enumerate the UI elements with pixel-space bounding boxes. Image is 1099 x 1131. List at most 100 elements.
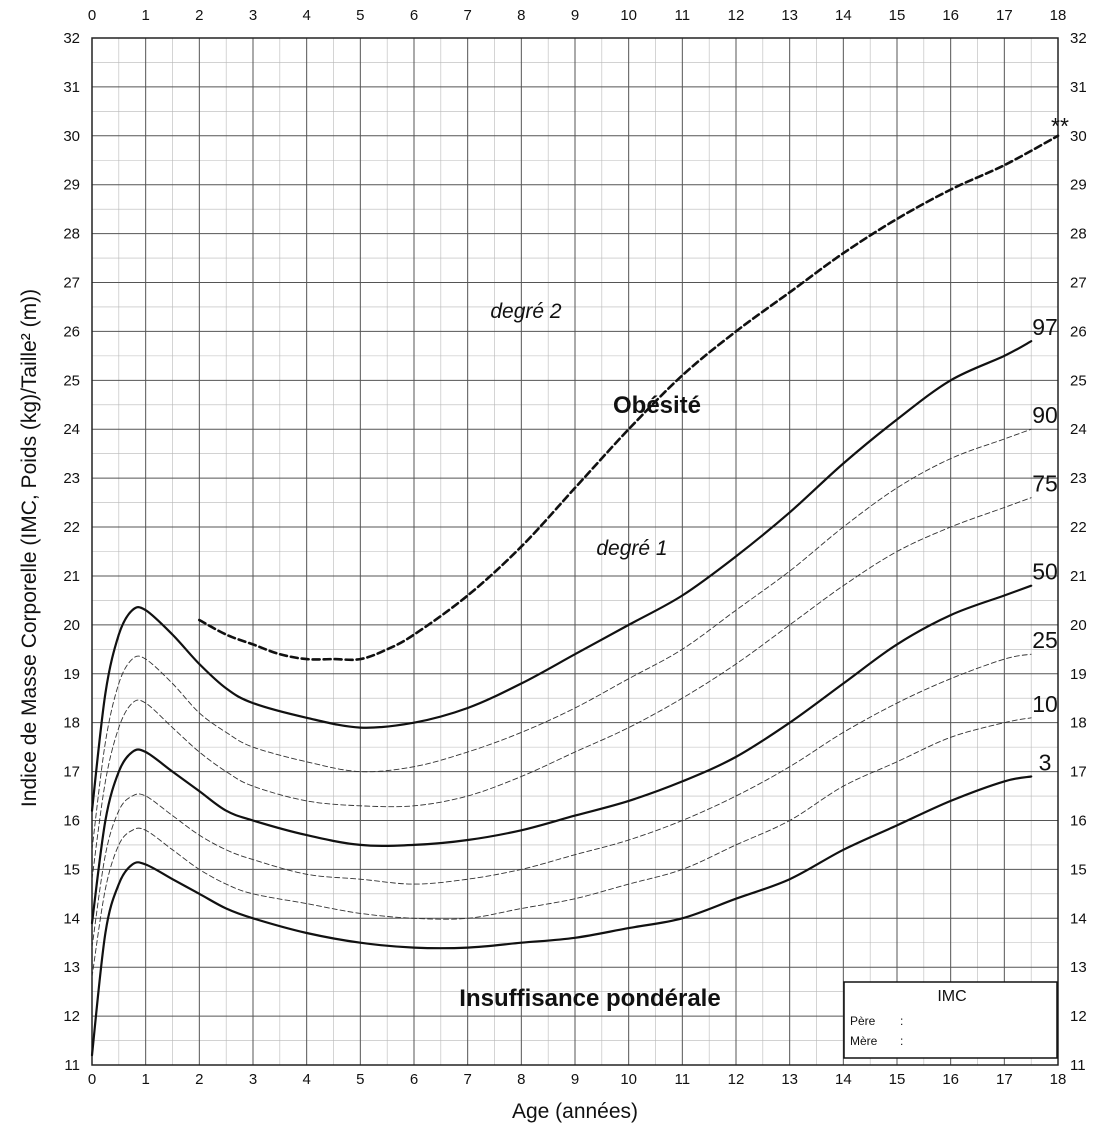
- x-tick-label-bottom: 2: [195, 1071, 203, 1088]
- y-tick-label-left: 27: [63, 275, 80, 292]
- x-tick-label-bottom: 0: [88, 1071, 96, 1088]
- annotation-degree-2: degré 2: [490, 300, 562, 323]
- y-tick-label-left: 13: [63, 959, 80, 976]
- y-tick-label-right: 29: [1070, 177, 1087, 194]
- y-tick-label-right: 13: [1070, 959, 1087, 976]
- x-tick-label-bottom: 16: [942, 1071, 959, 1088]
- y-tick-label-left: 26: [63, 323, 80, 340]
- x-tick-label-bottom: 14: [835, 1071, 852, 1088]
- x-tick-label-top: 5: [356, 7, 364, 24]
- x-tick-label-top: 15: [889, 7, 906, 24]
- curve-p97: [90, 340, 1033, 812]
- x-tick-label-top: 17: [996, 7, 1013, 24]
- legend-row-mother-sep: :: [900, 1034, 903, 1048]
- y-tick-label-right: 14: [1070, 910, 1087, 927]
- curve-label-25: 25: [1032, 627, 1058, 653]
- y-tick-label-left: 15: [63, 861, 80, 878]
- y-tick-label-right: 26: [1070, 323, 1087, 340]
- curve-p25: [91, 653, 1032, 949]
- annotation-asterisks: **: [1051, 113, 1069, 139]
- x-tick-label-top: 4: [302, 7, 310, 24]
- y-tick-label-left: 22: [63, 519, 80, 536]
- x-tick-label-bottom: 8: [517, 1071, 525, 1088]
- x-tick-label-top: 18: [1050, 7, 1067, 24]
- curve-label-50: 50: [1032, 559, 1058, 585]
- x-tick-label-bottom: 6: [410, 1071, 418, 1088]
- y-tick-label-right: 17: [1070, 764, 1087, 781]
- y-tick-label-left: 20: [63, 617, 80, 634]
- y-tick-label-right: 31: [1070, 79, 1087, 96]
- y-tick-label-right: 24: [1070, 421, 1087, 438]
- x-tick-label-top: 10: [620, 7, 637, 24]
- curve-pcutcut: [198, 134, 1060, 662]
- annotation-degree-1: degré 1: [596, 537, 667, 560]
- x-tick-label-bottom: 9: [571, 1071, 579, 1088]
- x-tick-label-bottom: 3: [249, 1071, 257, 1088]
- y-tick-label-right: 20: [1070, 617, 1087, 634]
- x-tick-label-top: 0: [88, 7, 96, 24]
- x-tick-label-bottom: 5: [356, 1071, 364, 1088]
- x-tick-label-top: 16: [942, 7, 959, 24]
- annotation-underweight: Insuffisance pondérale: [459, 985, 720, 1012]
- y-tick-label-right: 27: [1070, 275, 1087, 292]
- x-tick-label-top: 2: [195, 7, 203, 24]
- curve-p3: [90, 775, 1033, 1057]
- y-tick-label-right: 15: [1070, 861, 1087, 878]
- y-tick-label-left: 32: [63, 30, 80, 47]
- y-tick-label-right: 32: [1070, 30, 1087, 47]
- y-tick-label-right: 28: [1070, 226, 1087, 243]
- y-tick-label-left: 18: [63, 715, 80, 732]
- y-tick-label-left: 24: [63, 421, 80, 438]
- curve-labels: 97 90 75 50 25 10 3: [1032, 314, 1058, 775]
- y-tick-label-left: 31: [63, 79, 80, 96]
- y-tick-label-right: 23: [1070, 470, 1087, 487]
- curve-p90: [91, 428, 1032, 851]
- y-tick-label-left: 23: [63, 470, 80, 487]
- y-tick-label-right: 12: [1070, 1008, 1087, 1025]
- curve-label-90: 90: [1032, 402, 1058, 428]
- annotation-obesity: Obésité: [613, 392, 701, 419]
- y-tick-label-left: 28: [63, 226, 80, 243]
- x-tick-label-top: 14: [835, 7, 852, 24]
- curve-label-75: 75: [1032, 471, 1058, 497]
- y-tick-label-left: 16: [63, 812, 80, 829]
- y-tick-label-right: 30: [1070, 128, 1087, 145]
- imc-legend-box: IMC Père : Mère :: [843, 981, 1058, 1059]
- y-tick-label-right: 21: [1070, 568, 1087, 585]
- grid-major: [91, 37, 1059, 1066]
- x-tick-label-top: 11: [675, 7, 691, 24]
- y-tick-label-left: 17: [63, 764, 80, 781]
- y-tick-label-left: 30: [63, 128, 80, 145]
- legend-row-mother: Mère: [850, 1034, 878, 1048]
- x-tick-label-bottom: 13: [781, 1071, 798, 1088]
- x-tick-label-bottom: 10: [620, 1071, 637, 1088]
- curve-label-97: 97: [1032, 314, 1058, 340]
- x-axis-label: Age (années): [512, 1100, 638, 1123]
- x-tick-label-bottom: 4: [302, 1071, 310, 1088]
- x-tick-label-top: 3: [249, 7, 257, 24]
- x-tick-label-bottom: 11: [675, 1071, 691, 1088]
- x-tick-label-top: 12: [728, 7, 745, 24]
- y-tick-label-right: 19: [1070, 666, 1087, 683]
- legend-row-father-sep: :: [900, 1014, 903, 1028]
- x-tick-label-bottom: 17: [996, 1071, 1013, 1088]
- y-tick-label-left: 19: [63, 666, 80, 683]
- curve-label-3: 3: [1039, 749, 1052, 775]
- curve-label-10: 10: [1032, 691, 1058, 717]
- y-tick-label-left: 21: [63, 568, 80, 585]
- x-tick-label-top: 9: [571, 7, 579, 24]
- x-tick-label-top: 1: [141, 7, 149, 24]
- y-tick-label-right: 22: [1070, 519, 1087, 536]
- x-tick-label-top: 7: [463, 7, 471, 24]
- y-tick-label-right: 11: [1070, 1057, 1086, 1074]
- x-tick-label-bottom: 15: [889, 1071, 906, 1088]
- plot-frame: [91, 37, 1059, 1066]
- y-axis-label: Indice de Masse Corporelle (IMC, Poids (…: [18, 289, 41, 807]
- curve-p10: [91, 717, 1032, 978]
- y-tick-label-left: 12: [63, 1008, 80, 1025]
- curve-p50: [90, 584, 1033, 925]
- x-tick-label-top: 8: [517, 7, 525, 24]
